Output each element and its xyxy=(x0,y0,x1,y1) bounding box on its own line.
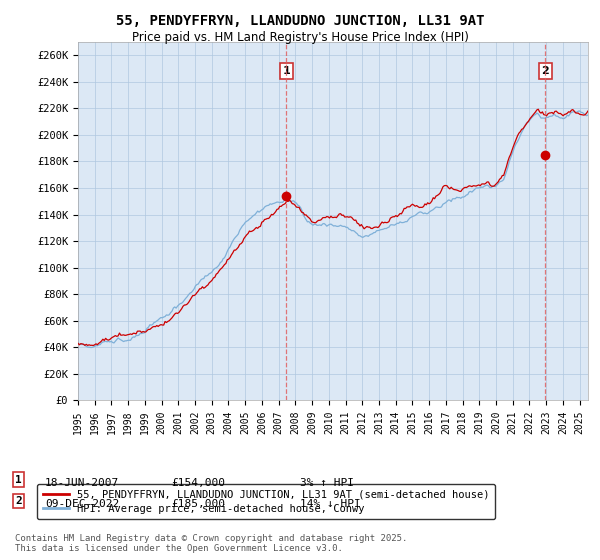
Text: Price paid vs. HM Land Registry's House Price Index (HPI): Price paid vs. HM Land Registry's House … xyxy=(131,31,469,44)
Text: 14% ↓ HPI: 14% ↓ HPI xyxy=(300,499,361,509)
Text: 2: 2 xyxy=(15,496,22,506)
Text: Contains HM Land Registry data © Crown copyright and database right 2025.
This d: Contains HM Land Registry data © Crown c… xyxy=(15,534,407,553)
Text: 55, PENDYFFRYN, LLANDUDNO JUNCTION, LL31 9AT: 55, PENDYFFRYN, LLANDUDNO JUNCTION, LL31… xyxy=(116,14,484,28)
Text: 2: 2 xyxy=(541,66,549,76)
Text: 09-DEC-2022: 09-DEC-2022 xyxy=(45,499,119,509)
Text: 18-JUN-2007: 18-JUN-2007 xyxy=(45,478,119,488)
Text: 3% ↑ HPI: 3% ↑ HPI xyxy=(300,478,354,488)
Text: £154,000: £154,000 xyxy=(171,478,225,488)
Text: 1: 1 xyxy=(283,66,290,76)
Text: £185,000: £185,000 xyxy=(171,499,225,509)
Legend: 55, PENDYFFRYN, LLANDUDNO JUNCTION, LL31 9AT (semi-detached house), HPI: Average: 55, PENDYFFRYN, LLANDUDNO JUNCTION, LL31… xyxy=(37,484,494,519)
Text: 1: 1 xyxy=(15,475,22,485)
